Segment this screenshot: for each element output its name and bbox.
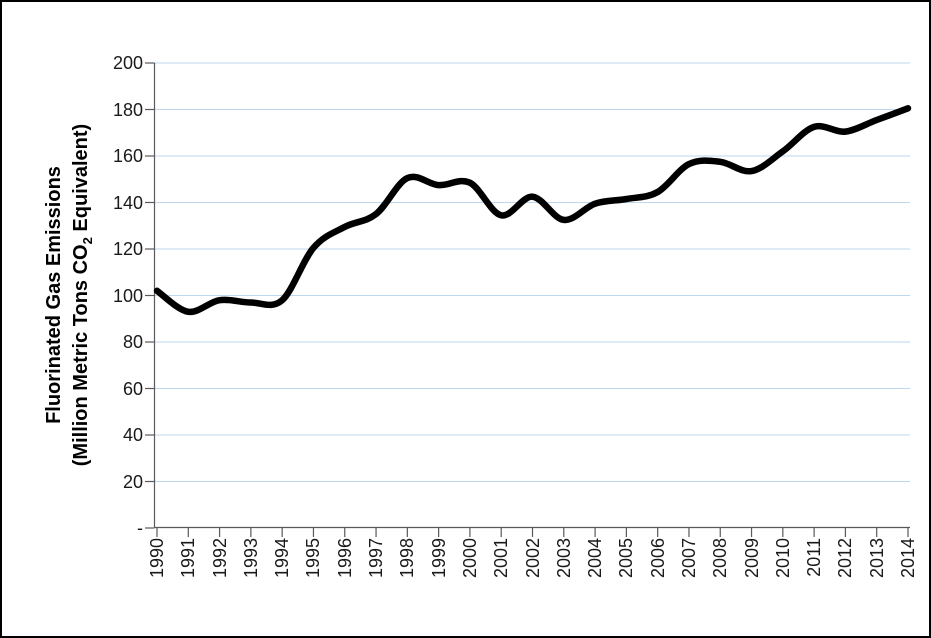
x-tick-label: 2012 — [835, 538, 856, 579]
y-tick-label: 40 — [122, 425, 143, 445]
x-tick-label: 2005 — [616, 538, 637, 579]
x-tick-label: 1990 — [147, 538, 167, 579]
x-tick-label: 2007 — [678, 538, 699, 579]
x-tick-label: 1992 — [209, 538, 230, 579]
emissions-series-line — [153, 105, 912, 316]
y-tick-label: 100 — [112, 285, 143, 306]
y-tick-label: 160 — [112, 146, 143, 166]
x-tick-label: 1993 — [240, 538, 261, 579]
y-tick-label: 80 — [122, 332, 143, 352]
emissions-line-chart — [145, 62, 912, 537]
x-tick-label: 2000 — [459, 538, 480, 579]
x-tick-label: 1997 — [366, 538, 387, 579]
y-tick-label: 200 — [112, 53, 143, 73]
x-tick-label: 1999 — [428, 538, 449, 579]
x-tick-label: 2011 — [804, 538, 825, 577]
x-tick-label: 2008 — [710, 538, 731, 579]
x-tick-label: 2001 — [491, 538, 512, 579]
x-tick-label: 2006 — [647, 538, 668, 579]
x-tick-label: 1994 — [272, 538, 293, 579]
y-tick-label: 20 — [122, 471, 143, 492]
y-tick-label: 180 — [112, 99, 143, 120]
y-tick-label: - — [137, 518, 143, 538]
x-tick-label: 1991 — [178, 538, 199, 579]
x-tick-label: 2009 — [741, 538, 762, 579]
y-tick-label: 60 — [122, 378, 143, 399]
y-tick-label: 120 — [112, 239, 143, 259]
x-tick-label: 2002 — [522, 538, 543, 579]
x-tick-label: 1996 — [334, 538, 355, 579]
x-tick-label: 2010 — [772, 538, 793, 579]
y-tick-label: 140 — [112, 192, 143, 213]
x-tick-label: 2004 — [585, 538, 606, 579]
x-tick-label: 2013 — [866, 538, 887, 579]
x-tick-label: 1995 — [303, 538, 324, 579]
x-tick-label: 2003 — [553, 538, 574, 579]
x-tick-label: 2014 — [898, 538, 918, 579]
x-tick-label: 1998 — [397, 538, 418, 579]
y-axis-title-line1: Fluorinated Gas Emissions — [43, 166, 65, 424]
